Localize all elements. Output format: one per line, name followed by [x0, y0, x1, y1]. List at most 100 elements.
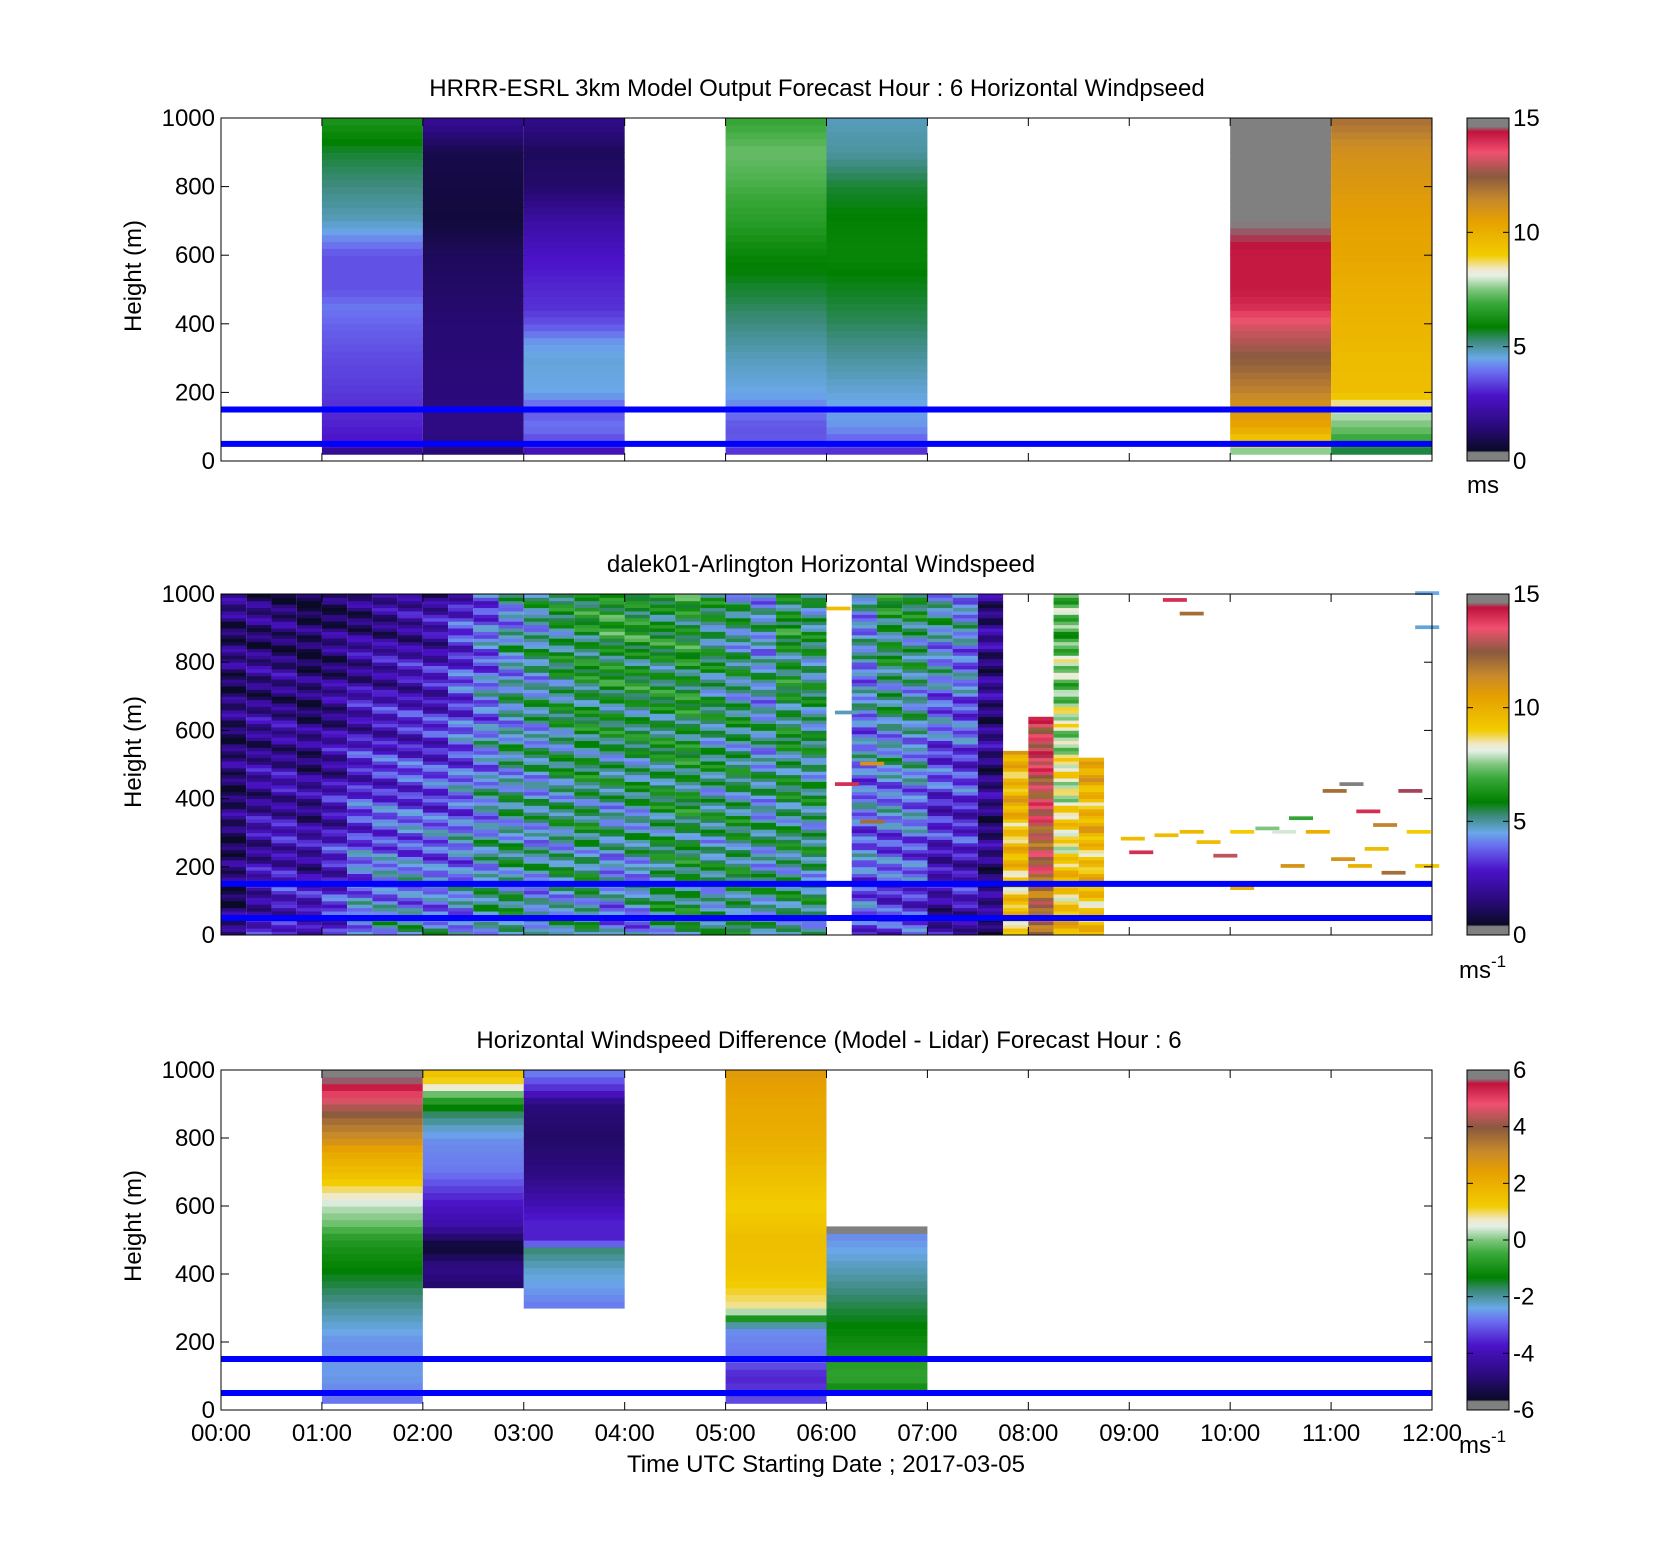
- heatmap-cell: [826, 1233, 928, 1241]
- heatmap-cell: [826, 371, 928, 380]
- heatmap-cell: [952, 764, 978, 769]
- heatmap-cell: [422, 193, 524, 201]
- heatmap-cell: [1003, 839, 1029, 844]
- heatmap-cell: [296, 907, 322, 912]
- heatmap-cell: [271, 894, 297, 898]
- heatmap-cell: [675, 675, 701, 680]
- heatmap-cell: [473, 778, 499, 782]
- heatmap-cell: [347, 699, 373, 704]
- heatmap-cell: [321, 1178, 423, 1187]
- heatmap-cell: [725, 754, 751, 759]
- heatmap-cell: [624, 757, 650, 762]
- heatmap-cell: [372, 894, 398, 898]
- heatmap-cell: [902, 757, 928, 762]
- heatmap-cell: [422, 1219, 524, 1227]
- heatmap-cell: [372, 761, 398, 765]
- heatmap-cell: [296, 628, 322, 632]
- heatmap-cell: [347, 778, 373, 782]
- heatmap-cell: [624, 651, 650, 656]
- heatmap-cell: [649, 686, 676, 690]
- heatmap-cell: [624, 836, 650, 840]
- heatmap-cell: [246, 665, 272, 670]
- heatmap-cell: [1078, 774, 1105, 779]
- heatmap-cell: [649, 781, 676, 786]
- heatmap-cell: [397, 594, 423, 598]
- heatmap-cell: [927, 628, 953, 632]
- heatmap-cell: [1053, 846, 1079, 851]
- heatmap-cell: [624, 924, 650, 929]
- heatmap-cell: [750, 866, 777, 871]
- heatmap-cell: [422, 1192, 524, 1200]
- heatmap-cell: [347, 836, 373, 840]
- heatmap-cell: [321, 703, 348, 707]
- heatmap-cell: [725, 358, 827, 366]
- heatmap-cell: [952, 726, 978, 731]
- heatmap-cell: [347, 849, 373, 854]
- heatmap-cell: [473, 791, 499, 796]
- heatmap-cell: [498, 750, 524, 755]
- heatmap-cell: [397, 805, 423, 810]
- heatmap-cell: [725, 733, 751, 738]
- heatmap-cell: [246, 911, 272, 915]
- heatmap-cell: [372, 607, 398, 612]
- heatmap-cell: [448, 863, 474, 868]
- heatmap-cell: [422, 628, 449, 632]
- heatmap-cell: [1003, 798, 1029, 803]
- heatmap-cell: [599, 928, 625, 932]
- heatmap-cell: [776, 692, 802, 697]
- heatmap-cell: [675, 873, 701, 878]
- heatmap-cell: [347, 672, 373, 677]
- heatmap-cell: [1255, 826, 1280, 831]
- heatmap-cell: [321, 658, 348, 663]
- heatmap-cell: [1028, 747, 1054, 752]
- heatmap-cell: [321, 378, 423, 387]
- heatmap-cell: [1331, 857, 1356, 861]
- heatmap-cell: [700, 897, 726, 902]
- heatmap-cell: [1078, 825, 1105, 830]
- heatmap-cell: [624, 866, 650, 871]
- heatmap-cell: [221, 863, 247, 868]
- heatmap-cell: [321, 1138, 423, 1146]
- heatmap-cell: [977, 631, 1004, 636]
- heatmap-cell: [675, 877, 701, 881]
- heatmap-cell: [448, 730, 474, 735]
- heatmap-cell: [750, 928, 777, 932]
- heatmap-cell: [599, 856, 625, 861]
- heatmap-cell: [473, 877, 499, 881]
- heatmap-cell: [448, 873, 474, 878]
- heatmap-cell: [902, 931, 928, 936]
- heatmap-cell: [296, 767, 322, 772]
- x-tick-label: 10:00: [1200, 1420, 1260, 1447]
- heatmap-cell: [422, 1138, 524, 1146]
- heatmap-cell: [221, 771, 247, 776]
- heatmap-cell: [246, 716, 272, 721]
- heatmap-cell: [372, 836, 398, 840]
- heatmap-cell: [422, 692, 449, 697]
- heatmap-cell: [321, 815, 348, 820]
- heatmap-cell: [422, 426, 524, 435]
- heatmap-cell: [1331, 323, 1432, 332]
- heatmap-cell: [750, 604, 777, 609]
- heatmap-cell: [321, 757, 348, 762]
- heatmap-cell: [422, 648, 449, 653]
- heatmap-cell: [1364, 847, 1389, 851]
- heatmap-cell: [498, 720, 524, 724]
- heatmap-cell: [321, 1369, 423, 1377]
- heatmap-cell: [700, 859, 726, 864]
- heatmap-cell: [1331, 419, 1432, 428]
- heatmap-cell: [1230, 145, 1332, 153]
- heatmap-cell: [548, 894, 575, 898]
- heatmap-cell: [776, 761, 802, 765]
- heatmap-cell: [649, 842, 676, 847]
- heatmap-cell: [448, 853, 474, 857]
- heatmap-cell: [246, 699, 272, 704]
- heatmap-cell: [321, 682, 348, 687]
- heatmap-cell: [624, 737, 650, 742]
- heatmap-cell: [473, 767, 499, 772]
- heatmap-cell: [448, 846, 474, 851]
- heatmap-cell: [498, 921, 524, 926]
- heatmap-cell: [321, 1260, 423, 1268]
- heatmap-cell: [624, 726, 650, 731]
- heatmap-cell: [725, 1308, 827, 1316]
- heatmap-cell: [952, 713, 978, 718]
